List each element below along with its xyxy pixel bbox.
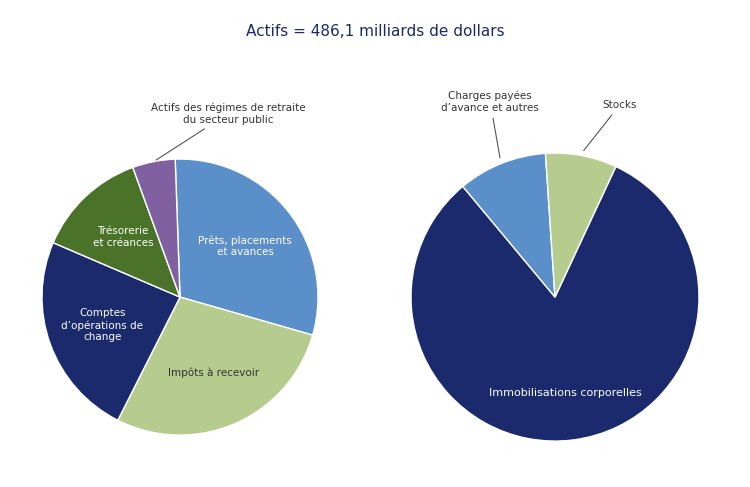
Text: Actifs financiers = 398,6 milliards de dollars: Actifs financiers = 398,6 milliards de d… — [49, 86, 326, 99]
Wedge shape — [545, 153, 616, 297]
Text: Impôts à recevoir: Impôts à recevoir — [167, 368, 259, 378]
Wedge shape — [176, 159, 318, 335]
Text: Prêts, placements
et avances: Prêts, placements et avances — [198, 235, 292, 257]
Wedge shape — [411, 167, 699, 441]
Text: Stocks: Stocks — [584, 100, 637, 150]
Text: Trésorerie
et créances: Trésorerie et créances — [93, 226, 154, 248]
Text: Actifs non financiers = 87,5 milliards de dollars: Actifs non financiers = 87,5 milliards d… — [414, 86, 711, 99]
Wedge shape — [133, 159, 180, 297]
Wedge shape — [463, 153, 555, 297]
Text: Charges payées
d’avance et autres: Charges payées d’avance et autres — [441, 91, 539, 158]
Text: Immobilisations corporelles: Immobilisations corporelles — [489, 388, 641, 398]
Wedge shape — [118, 297, 313, 435]
Wedge shape — [53, 168, 180, 297]
Text: Comptes
d’opérations de
change: Comptes d’opérations de change — [62, 308, 143, 342]
Text: Actifs des régimes de retraite
du secteur public: Actifs des régimes de retraite du secteu… — [151, 102, 305, 160]
Text: Actifs = 486,1 milliards de dollars: Actifs = 486,1 milliards de dollars — [246, 24, 504, 39]
Wedge shape — [42, 243, 180, 420]
